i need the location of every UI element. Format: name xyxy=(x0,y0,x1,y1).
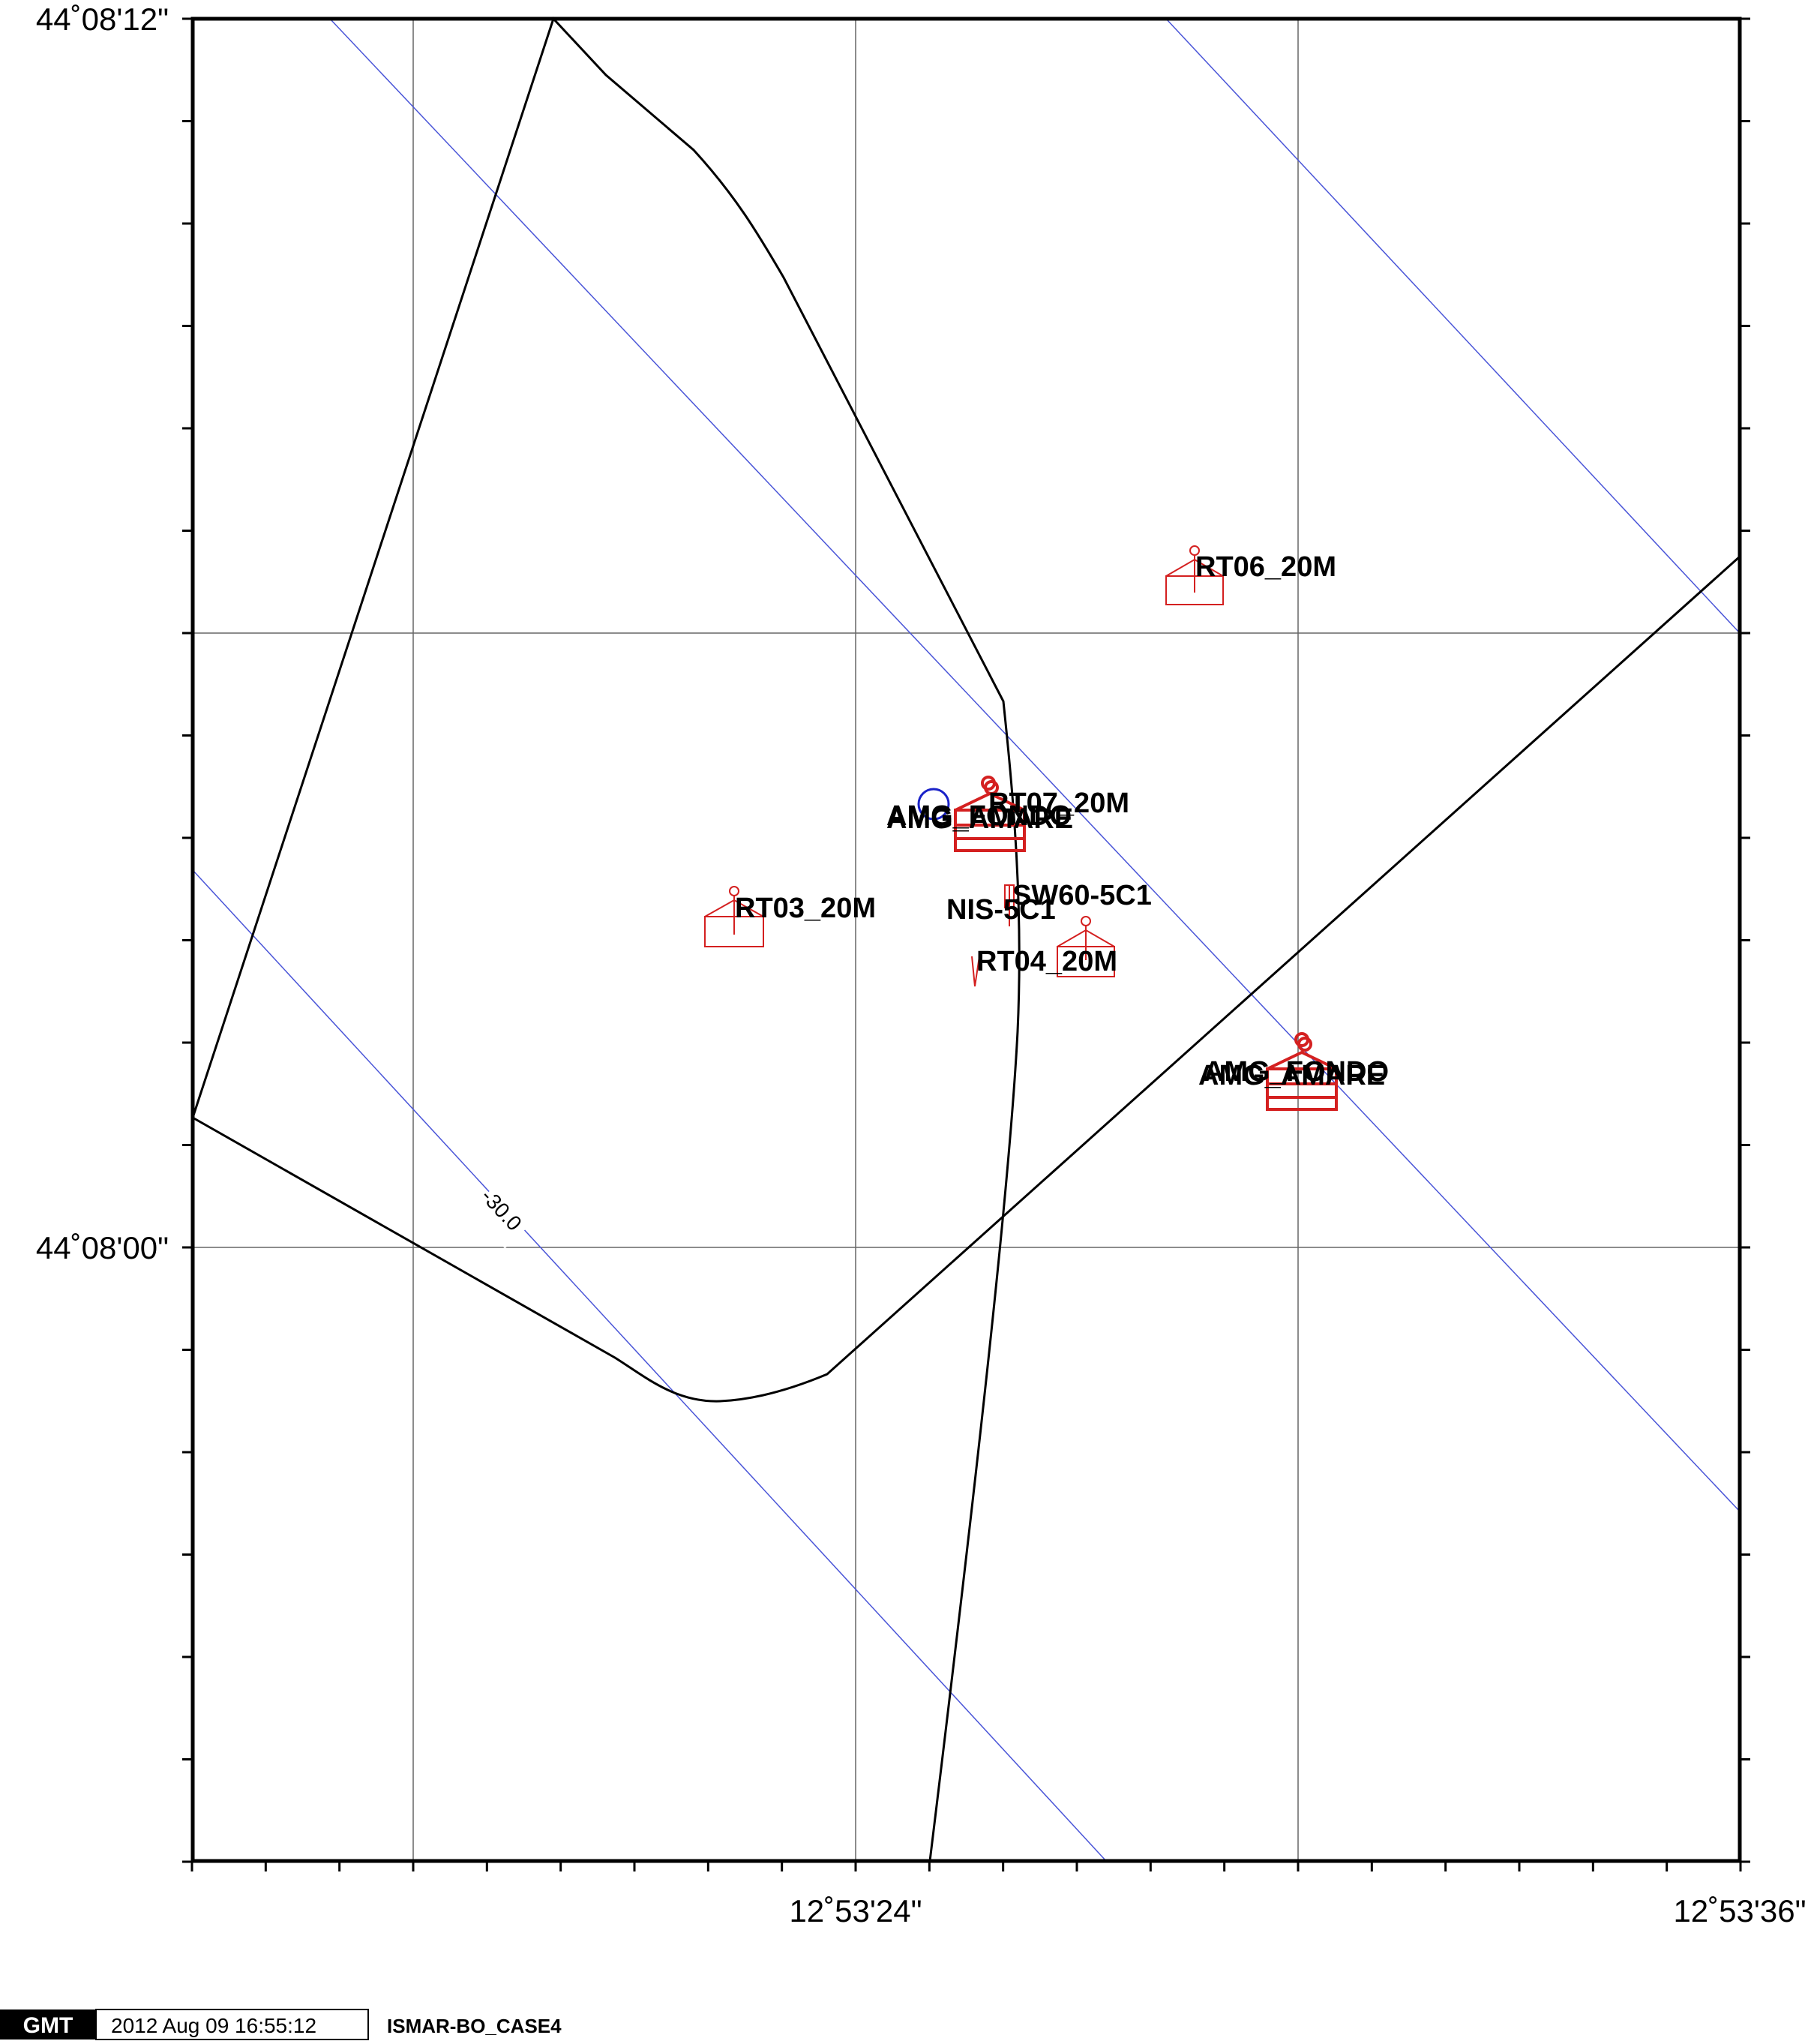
station-label: RT07_20M xyxy=(988,788,1129,819)
graticule xyxy=(193,19,1740,1861)
stations-layer: RT06_20M AMG_FONDO AMG_AMARE RT07_20M RT… xyxy=(704,545,1389,1111)
station-label: AMG_AMARE xyxy=(1198,1060,1385,1091)
gmt-logo-box xyxy=(0,2009,96,2039)
frame-ticks xyxy=(182,17,1750,1871)
bathymetry-contours xyxy=(192,18,1741,1862)
station-label: NIS-5C1 xyxy=(946,894,1056,926)
reference-circle xyxy=(917,788,950,821)
station-label: SW60-5C1 xyxy=(1012,880,1152,911)
track-lines xyxy=(191,17,1741,1862)
station-label: RT06_20M xyxy=(1195,551,1336,583)
lat-label-middle: 44˚08'00" xyxy=(36,1230,169,1265)
station-label: AMG_FONDO xyxy=(1204,1056,1389,1088)
gmt-timestamp: GMT 2012 Aug 09 16:55:12 ISMAR-BO_CASE4 xyxy=(0,2009,562,2040)
gmt-logo: GMT xyxy=(23,2013,73,2038)
station-marker[interactable] xyxy=(1266,1032,1338,1111)
track-line-west xyxy=(191,17,1021,1862)
map-frame xyxy=(182,17,1750,1871)
station-marker[interactable] xyxy=(1165,545,1224,605)
lon-label-middle: 12˚53'24" xyxy=(789,1893,922,1928)
timestamp-text: 2012 Aug 09 16:55:12 xyxy=(111,2014,316,2037)
timestamp-box xyxy=(95,2009,369,2040)
station-label: AMG_AMARE xyxy=(886,803,1073,835)
contour-line xyxy=(329,18,1741,1512)
station-marker[interactable] xyxy=(1004,884,1015,926)
case-name: ISMAR-BO_CASE4 xyxy=(387,2015,562,2037)
track-line-south xyxy=(192,555,1741,1403)
lon-label-right: 12˚53'36" xyxy=(1673,1893,1806,1928)
contour-label-bg xyxy=(469,1174,544,1249)
station-label: AMG_FONDO xyxy=(886,800,1072,832)
contour-line xyxy=(1165,18,1741,634)
station-marker[interactable] xyxy=(704,886,764,947)
station-marker[interactable] xyxy=(954,776,1026,852)
lat-label-top: 44˚08'12" xyxy=(36,2,169,37)
station-label: RT04_20M xyxy=(976,946,1117,977)
contour-line xyxy=(192,869,1107,1862)
station-label: RT03_20M xyxy=(735,893,876,924)
station-marker[interactable] xyxy=(971,916,1115,987)
